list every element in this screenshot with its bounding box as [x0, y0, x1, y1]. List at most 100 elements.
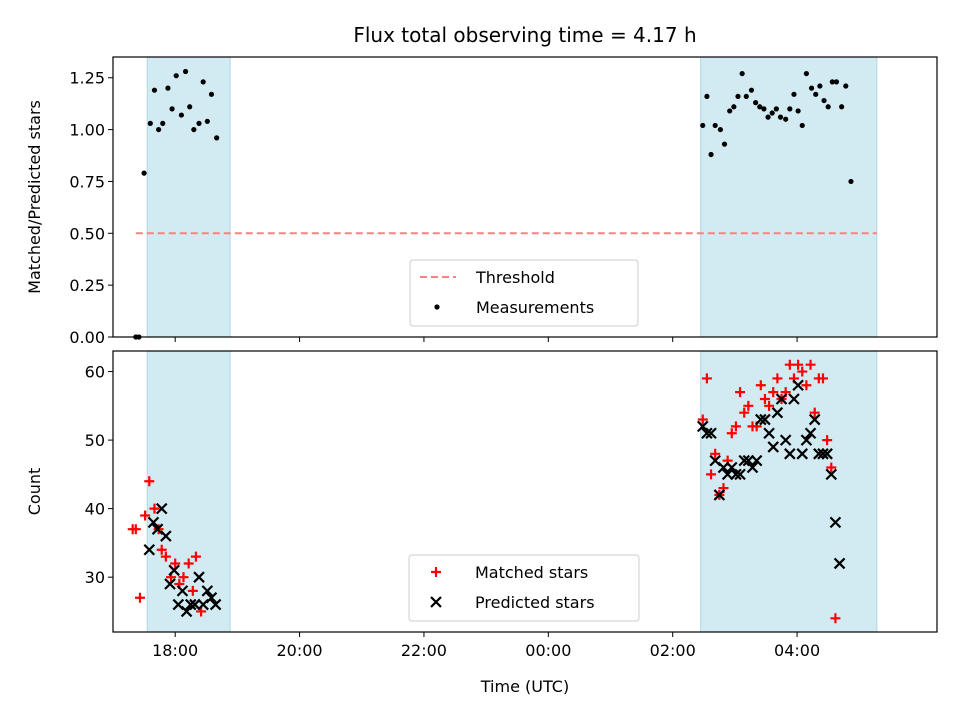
data-point — [799, 122, 805, 129]
plot-frame — [112, 56, 938, 338]
data-point — [765, 114, 771, 120]
data-point — [141, 170, 147, 176]
data-point — [783, 116, 789, 122]
legend-box — [409, 259, 639, 327]
data-point — [201, 585, 214, 597]
data-point — [833, 557, 846, 570]
data-point — [712, 122, 718, 129]
data-point — [777, 114, 784, 120]
data-point — [214, 135, 220, 141]
data-point — [727, 108, 733, 114]
data-point — [775, 393, 788, 405]
legend-marker — [431, 567, 441, 577]
data-point — [708, 151, 714, 158]
data-point — [160, 120, 166, 126]
count-panel: 18:00 20:00 22:00 00:00 02:00 04:00 30 40 50 60 Co… — [25, 350, 938, 660]
x-tick-label: 04:00 — [774, 641, 820, 660]
data-point — [160, 530, 172, 542]
data-point — [721, 468, 734, 481]
data-point — [721, 141, 728, 147]
data-point — [717, 461, 730, 474]
data-point — [196, 120, 202, 126]
data-point — [204, 118, 210, 124]
legend-marker — [434, 304, 440, 310]
data-point — [717, 126, 723, 133]
observing-window-1 — [146, 350, 231, 633]
data-point — [791, 91, 797, 97]
data-point — [705, 427, 717, 440]
data-point — [170, 558, 181, 569]
data-point — [753, 100, 759, 106]
data-point — [761, 106, 767, 112]
data-point — [821, 448, 833, 460]
data-point — [726, 428, 737, 439]
data-point — [130, 524, 141, 535]
data-point — [808, 85, 815, 91]
data-point — [787, 106, 793, 112]
x-axis-label: Time (UTC) — [480, 677, 569, 696]
legend: Matched stars Predicted stars — [408, 554, 640, 622]
data-point — [768, 387, 779, 398]
data-point — [700, 122, 706, 129]
data-point — [773, 106, 779, 112]
data-point — [829, 79, 835, 85]
data-point — [156, 126, 162, 133]
data-point — [784, 448, 796, 460]
data-point — [701, 427, 713, 440]
data-point — [731, 104, 737, 110]
data-point — [730, 468, 742, 481]
y-tick-label: 30 — [85, 568, 105, 587]
data-point — [771, 406, 784, 419]
data-point — [809, 407, 820, 418]
data-point — [160, 551, 171, 562]
data-point — [155, 502, 168, 515]
y-axis-label: Count — [25, 468, 44, 516]
data-point — [710, 448, 721, 459]
data-point — [165, 85, 171, 91]
data-point — [205, 591, 218, 604]
y-tick-label: 0.50 — [69, 224, 105, 243]
observing-window-2 — [700, 56, 878, 338]
y-tick-label: 0.25 — [69, 276, 105, 295]
legend-label: Matched stars — [475, 563, 588, 582]
y-tick-label: 0.00 — [69, 328, 105, 347]
legend-label: Predicted stars — [475, 593, 595, 612]
data-point — [706, 469, 717, 480]
x-tick-label: 18:00 — [152, 641, 198, 660]
data-point — [839, 104, 845, 110]
data-point — [151, 87, 158, 93]
data-point — [833, 79, 840, 85]
x-tick-label: 20:00 — [277, 641, 323, 660]
data-point — [829, 516, 842, 529]
observing-window-1 — [146, 56, 231, 338]
data-point — [797, 366, 808, 377]
data-point — [826, 462, 837, 473]
data-point — [805, 359, 816, 370]
data-point — [795, 108, 801, 114]
legend: Threshold Measurements — [409, 259, 639, 327]
data-point — [743, 93, 749, 100]
plot-frame — [112, 350, 938, 633]
data-point — [169, 106, 175, 112]
y-tick-label: 1.00 — [69, 121, 105, 140]
data-point — [191, 126, 197, 133]
observing-window-2 — [700, 350, 878, 633]
data-point — [808, 413, 821, 426]
y-tick-label: 1.25 — [69, 69, 105, 88]
chart-title: Flux total observing time = 4.17 h — [353, 23, 696, 47]
data-point — [143, 543, 156, 556]
data-point — [156, 544, 167, 555]
legend-label: Measurements — [476, 298, 594, 317]
data-point — [190, 551, 201, 562]
legend-marker — [430, 596, 442, 608]
x-tick-label: 00:00 — [525, 641, 571, 660]
y-tick-label: 60 — [85, 363, 105, 382]
data-point — [168, 564, 180, 577]
data-point — [750, 454, 763, 467]
data-point — [817, 448, 829, 460]
data-point — [176, 585, 189, 597]
data-point — [755, 380, 766, 391]
data-point — [822, 435, 833, 446]
data-point — [147, 120, 153, 126]
